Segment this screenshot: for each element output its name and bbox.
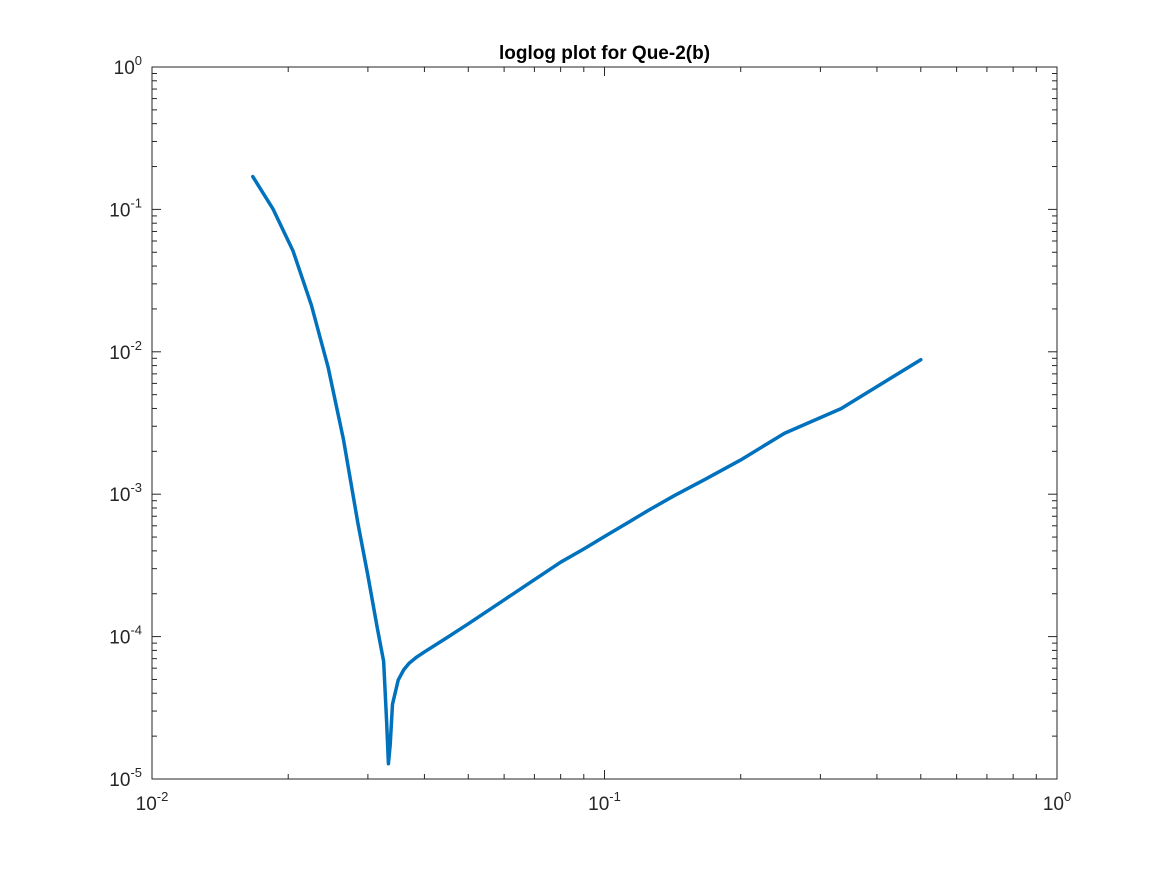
y-tick-labels: 10-5 10-4 10-3 10-2 10-1 100 — [109, 53, 142, 791]
y-tick-label: 10-1 — [109, 195, 142, 221]
plot-box — [151, 66, 1058, 780]
x-tick-labels: 10-2 10-1 100 — [136, 789, 1072, 815]
y-tick-label: 10-3 — [109, 480, 142, 506]
series-line — [251, 174, 923, 766]
chart-title: loglog plot for Que-2(b) — [499, 43, 710, 64]
x-tick-label: 100 — [1043, 789, 1071, 815]
major-ticks — [151, 66, 1058, 780]
x-tick-label: 10-2 — [136, 789, 169, 815]
minor-ticks — [152, 67, 1057, 779]
y-tick-label: 10-4 — [109, 623, 142, 649]
y-tick-label: 100 — [114, 53, 142, 79]
y-tick-label: 10-2 — [109, 338, 142, 364]
x-tick-label: 10-1 — [588, 789, 621, 815]
y-tick-label: 10-5 — [109, 765, 142, 791]
